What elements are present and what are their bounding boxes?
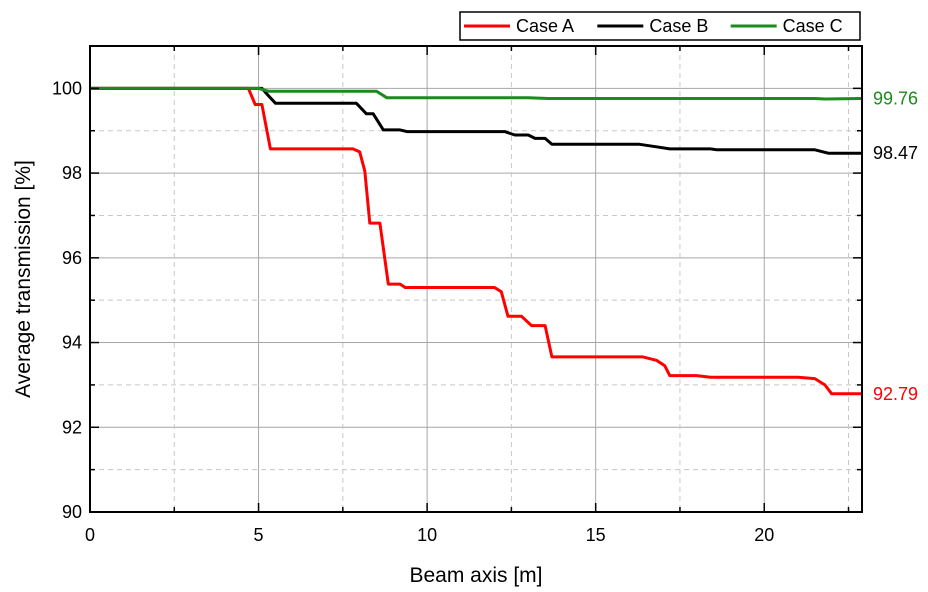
series-lines (90, 86, 863, 396)
y-axis-label: Average transmission [%] (12, 160, 35, 398)
legend-label-case-c: Case C (783, 16, 843, 36)
x-tick-label: 15 (586, 525, 606, 545)
legend: Case A Case B Case C (459, 11, 861, 41)
series-line-case-c (90, 86, 863, 101)
y-tick-label: 90 (62, 502, 82, 522)
legend-label-case-a: Case A (516, 16, 574, 36)
x-tick-label: 5 (254, 525, 264, 545)
legend-label-case-b: Case B (649, 16, 708, 36)
end-value-label-case-c: 99.76 (873, 89, 918, 109)
x-tick-label: 0 (85, 525, 95, 545)
y-tick-label: 96 (62, 248, 82, 268)
series-line-case-a (90, 86, 862, 396)
series-line-case-b (90, 86, 862, 155)
end-value-labels: 92.79 98.47 99.76 (873, 89, 918, 404)
y-tick-label: 100 (52, 78, 82, 98)
x-tick-label: 10 (417, 525, 437, 545)
plot-area-frame (89, 45, 863, 513)
y-tick-label: 92 (62, 417, 82, 437)
x-tick-label: 20 (754, 525, 774, 545)
end-value-label-case-b: 98.47 (873, 143, 918, 163)
tick-labels: 0 5 10 15 20 90 92 94 96 98 100 (52, 78, 774, 545)
legend-box (459, 11, 861, 41)
y-tick-label: 94 (62, 333, 82, 353)
x-axis-label: Beam axis [m] (409, 564, 542, 587)
end-value-label-case-a: 92.79 (873, 384, 918, 404)
y-tick-label: 98 (62, 163, 82, 183)
grid-lines (90, 46, 862, 512)
axis-ticks (89, 46, 862, 513)
